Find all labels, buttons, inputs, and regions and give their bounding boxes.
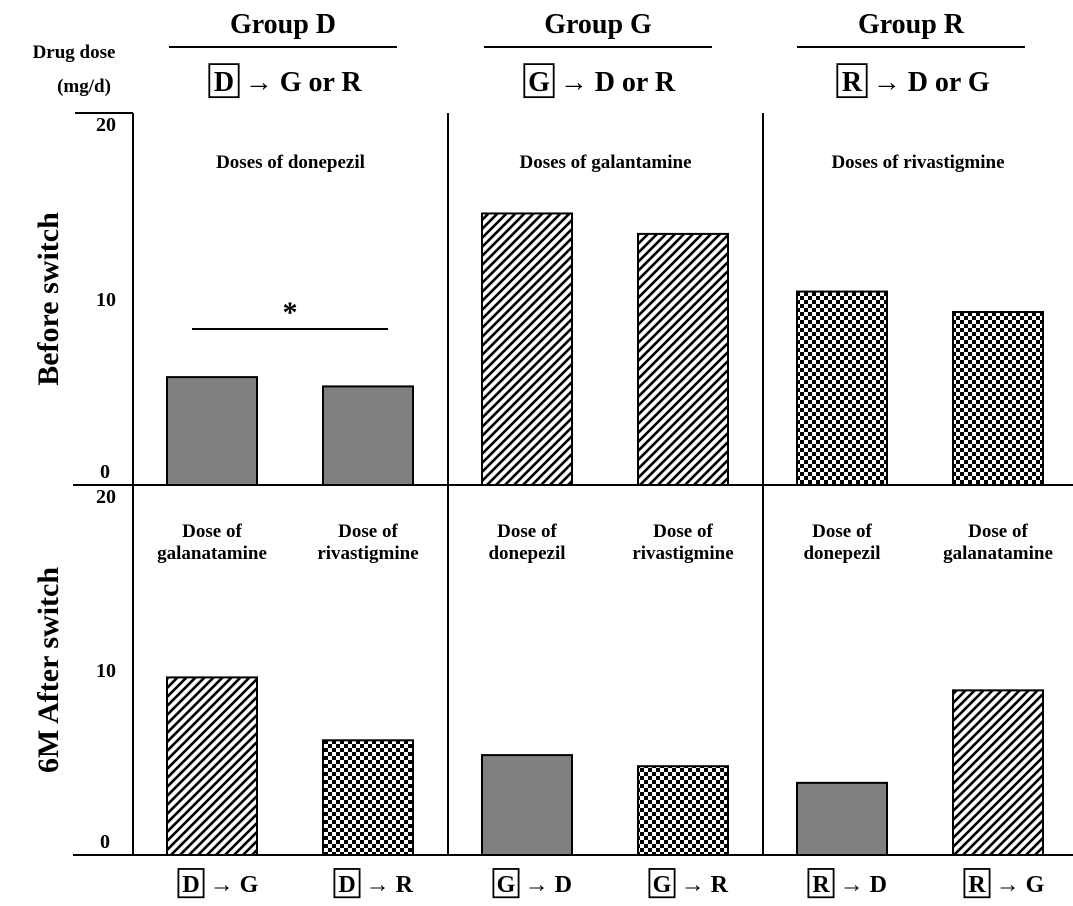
bar-label: Dose of	[182, 521, 242, 542]
x-category-box-letter: R	[968, 872, 986, 898]
bar-label: donepezil	[488, 543, 565, 564]
group-switch-arrow-text: → D or G	[873, 67, 990, 98]
group-title: Group D	[230, 9, 336, 40]
bar-label: Dose of	[653, 521, 713, 542]
x-category-box-letter: G	[653, 872, 672, 898]
x-category-arrow-text: → G	[996, 872, 1045, 898]
y-tick-label: 0	[100, 831, 110, 853]
x-category-box-letter: R	[812, 872, 830, 898]
bar-label: rivastigmine	[317, 543, 418, 564]
x-category-box-letter: D	[338, 872, 355, 898]
bar-donepezil	[796, 781, 888, 856]
group-switch-box-letter: G	[528, 67, 550, 98]
group-switch-box	[208, 63, 240, 99]
bar-label: Dose of	[968, 521, 1028, 542]
y-tick-label: 0	[100, 461, 110, 483]
y-tick-label: 10	[96, 289, 116, 311]
bar-rivastigmine	[952, 311, 1044, 486]
bar-donepezil	[481, 754, 573, 856]
x-category-box	[492, 868, 520, 899]
x-category-box-letter: G	[497, 872, 516, 898]
bar-label: rivastigmine	[632, 543, 733, 564]
bar-label: galanatamine	[943, 543, 1053, 564]
bar-donepezil	[166, 376, 258, 486]
x-category-arrow-text: → R	[681, 872, 729, 898]
group-title: Group R	[858, 9, 965, 40]
group-title: Group G	[544, 9, 652, 40]
group-switch-box	[523, 63, 555, 99]
bar-rivastigmine	[796, 290, 888, 486]
x-category-arrow-text: → D	[525, 872, 572, 898]
bar-donepezil	[322, 385, 414, 487]
bar-label: Dose of	[497, 521, 557, 542]
y-tick-label: 20	[96, 486, 116, 508]
row-label: Before switch	[32, 212, 65, 386]
group-switch-box-letter: R	[842, 67, 863, 98]
x-category-arrow-text: → G	[210, 872, 259, 898]
x-category-arrow-text: → R	[366, 872, 414, 898]
x-category-box	[963, 868, 991, 899]
y-tick-label: 20	[96, 114, 116, 136]
x-category-box	[807, 868, 835, 899]
x-category-box	[333, 868, 361, 899]
bar-label: Dose of	[338, 521, 398, 542]
y-tick-label: 10	[96, 660, 116, 682]
panel-title: Doses of galantamine	[519, 152, 691, 173]
y-axis-unit: (mg/d)	[57, 76, 111, 97]
panel-title: Doses of rivastigmine	[831, 152, 1004, 173]
bar-label: donepezil	[803, 543, 880, 564]
group-switch-arrow-text: → G or R	[245, 67, 363, 98]
bar-rivastigmine	[637, 765, 729, 857]
panel-title: Doses of donepezil	[216, 152, 365, 173]
bar-galantamine	[166, 676, 258, 857]
bar-label: Dose of	[812, 521, 872, 542]
row-label: 6M After switch	[32, 567, 65, 773]
y-axis-title: Drug dose	[33, 42, 116, 63]
x-category-box-letter: D	[182, 872, 199, 898]
bar-galantamine	[952, 689, 1044, 856]
x-category-arrow-text: → D	[840, 872, 887, 898]
group-switch-arrow-text: → D or R	[560, 67, 676, 98]
x-category-box	[648, 868, 676, 899]
group-switch-box	[836, 63, 868, 99]
group-switch-box-letter: D	[214, 67, 234, 98]
bar-label: galanatamine	[157, 543, 267, 564]
significance-star: *	[283, 296, 298, 329]
bar-rivastigmine	[322, 739, 414, 856]
bar-galantamine	[481, 212, 573, 486]
x-category-box	[177, 868, 205, 899]
bar-galantamine	[637, 232, 729, 486]
